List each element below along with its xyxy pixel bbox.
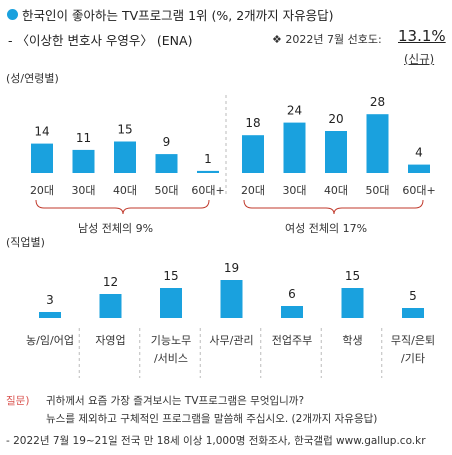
- category-label: 30대: [282, 184, 306, 197]
- category-label: 학생: [342, 334, 362, 347]
- value-label: 24: [287, 104, 302, 118]
- bar-occupation-6: [402, 308, 424, 318]
- category-label: 60대+: [191, 184, 224, 197]
- category-label: /기타: [401, 352, 425, 365]
- bar-여성-20대: [242, 135, 264, 173]
- value-label: 9: [163, 135, 171, 149]
- preference-value: 13.1%: [398, 27, 446, 45]
- category-label: 20대: [30, 184, 54, 197]
- category-label: 50대: [154, 184, 178, 197]
- category-label: 40대: [113, 184, 137, 197]
- value-label: 1: [204, 152, 212, 166]
- bar-occupation-2: [160, 288, 182, 318]
- bar-남성-40대: [114, 141, 136, 173]
- bar-occupation-0: [39, 312, 61, 318]
- bar-남성-20대: [31, 143, 53, 173]
- section-label-gender-age: (성/연령별): [6, 72, 59, 85]
- value-label: 19: [224, 261, 239, 275]
- category-label: 기능노무: [151, 334, 191, 347]
- value-label: 6: [288, 287, 296, 301]
- category-label: 50대: [365, 184, 389, 197]
- bar-여성-60대+: [408, 164, 430, 173]
- bar-occupation-1: [99, 294, 122, 318]
- bar-여성-30대: [283, 122, 306, 173]
- category-label: 농/임/어업: [26, 334, 74, 347]
- category-label: 40대: [324, 184, 348, 197]
- value-label: 3: [46, 293, 54, 307]
- category-label: 자영업: [95, 334, 125, 347]
- value-label: 28: [370, 95, 385, 109]
- bar-남성-60대+: [197, 170, 219, 173]
- value-label: 5: [409, 289, 417, 303]
- chart-subtitle: - 〈이상한 변호사 우영우〉 (ENA): [8, 33, 193, 48]
- bar-남성-50대: [155, 154, 178, 173]
- question-line-1: 귀하께서 요즘 가장 즐겨보시는 TV프로그램은 무엇입니까?: [46, 395, 305, 407]
- value-label: 14: [34, 125, 49, 139]
- category-label: 사무/관리: [209, 334, 253, 347]
- category-label: /서비스: [154, 352, 188, 365]
- section-label-occupation: (직업별): [6, 236, 45, 249]
- bar-occupation-4: [281, 306, 303, 318]
- question-label: 질문): [6, 395, 30, 407]
- value-label: 15: [345, 269, 360, 283]
- value-label: 20: [328, 112, 343, 126]
- bar-occupation-5: [341, 288, 364, 318]
- new-tag: (신규): [404, 52, 435, 66]
- category-label: 20대: [241, 184, 265, 197]
- chart-title: 한국인이 좋아하는 TV프로그램 1위 (%, 2개까지 자유응답): [22, 8, 334, 23]
- bar-occupation-3: [220, 280, 243, 318]
- preference-label: ❖ 2022년 7월 선호도:: [272, 33, 382, 46]
- question-line-2: 뉴스를 제외하고 구체적인 프로그램을 말씀해 주십시오. (2개까지 자유응답…: [46, 413, 378, 425]
- group-label-female: 여성 전체의 17%: [285, 222, 368, 235]
- male-brace: [35, 199, 210, 215]
- bar-여성-40대: [325, 131, 347, 173]
- value-label: 18: [245, 116, 260, 130]
- value-label: 4: [415, 146, 423, 160]
- title-bullet-icon: [7, 9, 18, 20]
- category-label: 60대+: [402, 184, 435, 197]
- category-label: 무직/은퇴: [391, 334, 435, 347]
- value-label: 12: [103, 275, 118, 289]
- value-label: 15: [163, 269, 178, 283]
- source-note: - 2022년 7월 19~21일 전국 만 18세 이상 1,000명 전화조…: [6, 435, 426, 447]
- group-label-male: 남성 전체의 9%: [78, 222, 154, 235]
- value-label: 11: [76, 131, 91, 145]
- category-label: 전업주부: [272, 334, 312, 347]
- bar-남성-30대: [72, 149, 95, 173]
- value-label: 15: [117, 123, 132, 137]
- female-brace: [243, 199, 424, 215]
- bar-여성-50대: [366, 114, 389, 173]
- category-label: 30대: [71, 184, 95, 197]
